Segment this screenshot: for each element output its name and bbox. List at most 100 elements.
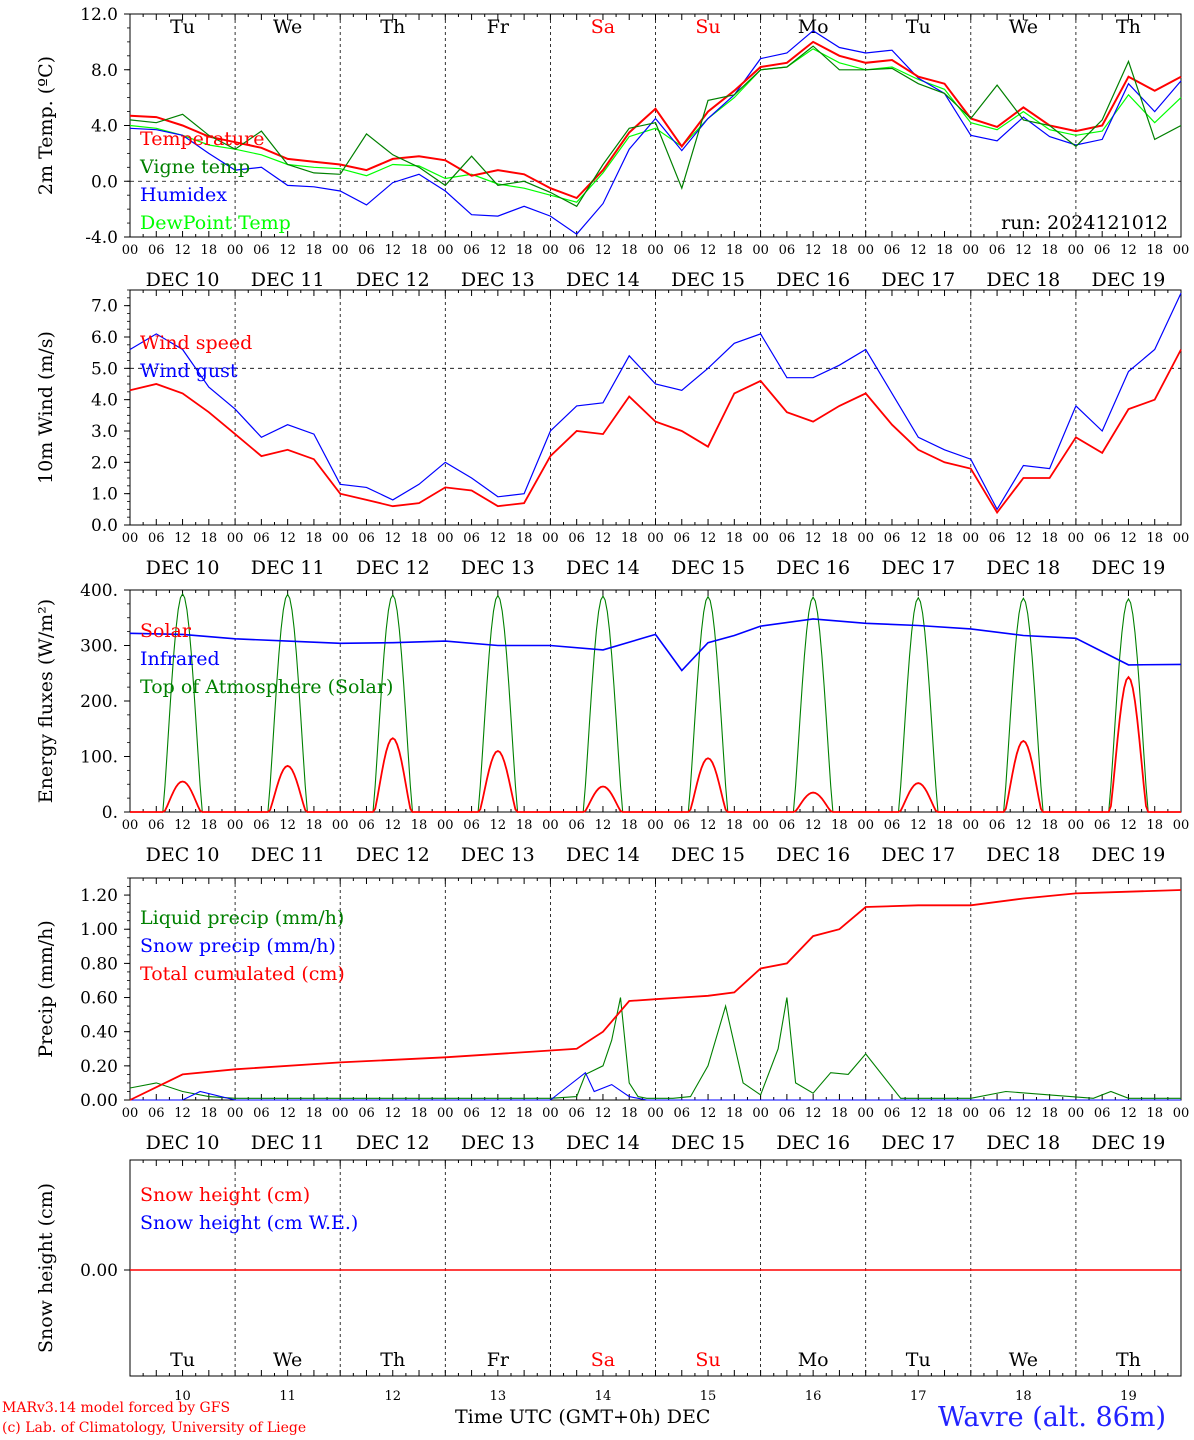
panel3-hour-tick-label: 00 bbox=[332, 818, 349, 833]
panel2-hour-tick-label: 00 bbox=[122, 531, 139, 546]
panel2-date-label: DEC 19 bbox=[1092, 557, 1166, 579]
panel2-date-label: DEC 16 bbox=[776, 557, 850, 579]
panel3-y-tick-label: 100. bbox=[80, 748, 118, 768]
panel2-hour-tick-label: 06 bbox=[884, 531, 901, 546]
panel1-hour-tick-label: 06 bbox=[463, 243, 480, 258]
panel3-hour-tick-label: 18 bbox=[1146, 818, 1163, 833]
panel5-day-number: 10 bbox=[174, 1389, 191, 1404]
panel4-hour-tick-label: 18 bbox=[726, 1106, 743, 1121]
panel2-hour-tick-label: 00 bbox=[1068, 531, 1085, 546]
panel3-hour-tick-label: 00 bbox=[647, 818, 664, 833]
panel2-hour-tick-label: 00 bbox=[227, 531, 244, 546]
panel4-date-label: DEC 11 bbox=[251, 1132, 325, 1154]
panel3-hour-tick-label: 06 bbox=[148, 818, 165, 833]
panel1-date-label: DEC 15 bbox=[671, 269, 745, 291]
panel2-y-tick-label: 4.0 bbox=[91, 391, 118, 411]
panel2-hour-tick-label: 00 bbox=[542, 531, 559, 546]
panel3-hour-tick-label: 18 bbox=[411, 818, 428, 833]
panel2-hour-tick-label: 18 bbox=[726, 531, 743, 546]
panel2-y-tick-label: 7.0 bbox=[91, 297, 118, 317]
panel1-hour-tick-label: 00 bbox=[1068, 243, 1085, 258]
panel4-hour-tick-label: 12 bbox=[1120, 1106, 1137, 1121]
panel3-date-label: DEC 18 bbox=[986, 844, 1060, 866]
panel1-hour-tick-label: 00 bbox=[963, 243, 980, 258]
panel2-hour-tick-label: 00 bbox=[647, 531, 664, 546]
panel5-legend-entry: Snow height (cm) bbox=[140, 1184, 310, 1206]
panel3-hour-tick-label: 06 bbox=[779, 818, 796, 833]
x-axis-caption-time: Time UTC (GMT+0h) bbox=[455, 1406, 661, 1428]
panel5-legend-entry: Snow height (cm W.E.) bbox=[140, 1212, 358, 1234]
panel2-y-tick-label: 3.0 bbox=[91, 422, 118, 442]
panel1-hour-tick-label: 00 bbox=[332, 243, 349, 258]
panel3-hour-tick-label: 18 bbox=[936, 818, 953, 833]
panel3-hour-tick-label: 12 bbox=[805, 818, 822, 833]
panel2-y-tick-label: 6.0 bbox=[91, 328, 118, 348]
panel4-series-3 bbox=[129, 889, 1182, 1101]
panel4-hour-tick-label: 00 bbox=[1068, 1106, 1085, 1121]
panel3-hour-tick-label: 06 bbox=[989, 818, 1006, 833]
panel2-hour-tick-label: 18 bbox=[936, 531, 953, 546]
x-axis-caption: Time UTC (GMT+0h) DEC bbox=[455, 1406, 710, 1428]
panel3-hour-tick-label: 18 bbox=[516, 818, 533, 833]
panel1-hour-tick-label: 18 bbox=[936, 243, 953, 258]
panel2-hour-tick-label: 12 bbox=[1015, 531, 1032, 546]
panel1-date-label: DEC 10 bbox=[146, 269, 220, 291]
panel4-hour-tick-label: 06 bbox=[358, 1106, 375, 1121]
panel3-date-label: DEC 15 bbox=[671, 844, 745, 866]
panel2-date-label: DEC 15 bbox=[671, 557, 745, 579]
panel1-hour-tick-label: 12 bbox=[384, 243, 401, 258]
panel1-y-tick-label: 0.0 bbox=[91, 172, 118, 192]
panel2-hour-tick-label: 00 bbox=[332, 531, 349, 546]
panel1-y-tick-label: 12.0 bbox=[80, 5, 118, 25]
panel5-day-number: 14 bbox=[595, 1389, 612, 1404]
lab-credit: (c) Lab. of Climatology, University of L… bbox=[2, 1420, 307, 1436]
panel4-hour-tick-label: 06 bbox=[989, 1106, 1006, 1121]
panel4-hour-tick-label: 00 bbox=[332, 1106, 349, 1121]
panel4-hour-tick-label: 12 bbox=[1015, 1106, 1032, 1121]
panel1-y-tick-label: 4.0 bbox=[91, 117, 118, 137]
panel4-series-2 bbox=[130, 1071, 1181, 1101]
panel2-hour-tick-label: 12 bbox=[1120, 531, 1137, 546]
panel3-hour-tick-label: 00 bbox=[1068, 818, 1085, 833]
panel4-hour-tick-label: 18 bbox=[201, 1106, 218, 1121]
panel1-hour-tick-label: 06 bbox=[148, 243, 165, 258]
panel5-weekday-label: We bbox=[1009, 1349, 1038, 1371]
panel4-date-label: DEC 17 bbox=[881, 1132, 955, 1154]
panel3-hour-tick-label: 00 bbox=[752, 818, 769, 833]
panel1-hour-tick-label: 18 bbox=[621, 243, 638, 258]
panel3-date-label: DEC 12 bbox=[356, 844, 430, 866]
panel4-date-label: DEC 14 bbox=[566, 1132, 640, 1154]
panel1-legend-entry: Humidex bbox=[140, 184, 227, 206]
panel4-y-tick-label: 0.80 bbox=[80, 954, 118, 974]
panel2-hour-tick-label: 18 bbox=[411, 531, 428, 546]
panel4-hour-tick-label: 06 bbox=[1094, 1106, 1111, 1121]
panel1-weekday-label: Th bbox=[380, 16, 405, 38]
panel2-series-1 bbox=[129, 349, 1182, 515]
panel2-hour-tick-label: 18 bbox=[1041, 531, 1058, 546]
panel4-hour-tick-label: 12 bbox=[595, 1106, 612, 1121]
panel1-date-label: DEC 12 bbox=[356, 269, 430, 291]
panel1-series-3 bbox=[129, 29, 1182, 235]
panel4-date-label: DEC 13 bbox=[461, 1132, 535, 1154]
panel3-hour-tick-label: 12 bbox=[174, 818, 191, 833]
panel4-hour-tick-label: 06 bbox=[568, 1106, 585, 1121]
panel3-hour-tick-label: 12 bbox=[490, 818, 507, 833]
panel1-legend-entry: DewPoint Temp bbox=[140, 212, 291, 234]
panel1-y-axis-label: 2m Temp. (ºC) bbox=[35, 56, 57, 195]
panel5-day-number: 19 bbox=[1120, 1389, 1137, 1404]
panel3-hour-tick-label: 12 bbox=[1015, 818, 1032, 833]
panel3-date-label: DEC 17 bbox=[881, 844, 955, 866]
panel3-date-label: DEC 14 bbox=[566, 844, 640, 866]
panel1-hour-tick-label: 00 bbox=[227, 243, 244, 258]
panel1-weekday-label: Tu bbox=[906, 16, 931, 38]
panel5-day-number: 12 bbox=[384, 1389, 401, 1404]
panel1-y-tick-label: 8.0 bbox=[91, 61, 118, 81]
panel3-hour-tick-label: 12 bbox=[910, 818, 927, 833]
panel3-hour-tick-label: 06 bbox=[884, 818, 901, 833]
panel3-series-1 bbox=[130, 675, 1181, 813]
panel1-hour-tick-label: 06 bbox=[253, 243, 270, 258]
panel3-legend-entry: Infrared bbox=[140, 648, 220, 670]
panel4-hour-tick-label: 18 bbox=[306, 1106, 323, 1121]
panel1-hour-tick-label: 06 bbox=[568, 243, 585, 258]
panel4-y-axis-label: Precip (mm/h) bbox=[35, 920, 57, 1058]
